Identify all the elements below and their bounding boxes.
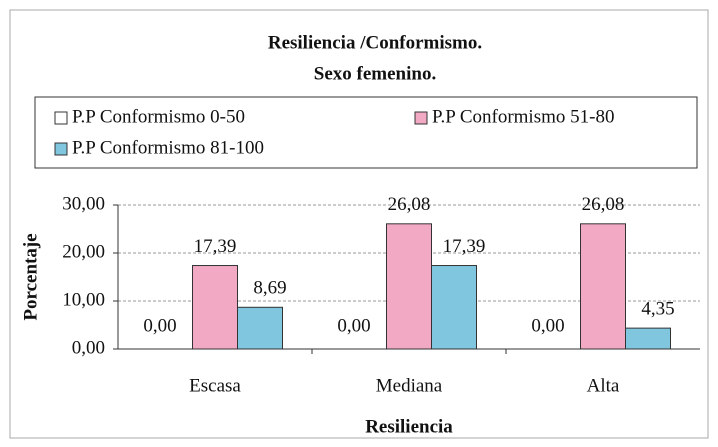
data-label: 0,00 bbox=[143, 315, 176, 336]
data-label: 26,08 bbox=[582, 194, 625, 215]
data-label: 26,08 bbox=[388, 194, 431, 215]
y-tick-label: 30,00 bbox=[62, 193, 105, 214]
bar bbox=[192, 265, 238, 350]
bar bbox=[625, 327, 671, 350]
y-tick-label: 0,00 bbox=[72, 337, 105, 358]
x-axis-label: Resiliencia bbox=[365, 416, 453, 437]
chart-subtitle: Sexo femenino. bbox=[314, 63, 436, 84]
legend-swatch bbox=[54, 111, 68, 125]
data-label: 4,35 bbox=[641, 298, 674, 319]
bar bbox=[237, 306, 283, 350]
data-label: 0,00 bbox=[531, 315, 564, 336]
y-tick-label: 20,00 bbox=[62, 241, 105, 262]
x-tick-label: Mediana bbox=[376, 375, 443, 396]
y-axis-label: Porcentaje bbox=[20, 233, 41, 320]
bar bbox=[431, 265, 477, 350]
data-label: 0,00 bbox=[337, 315, 370, 336]
legend-label: P.P Conformismo 81-100 bbox=[72, 137, 264, 158]
legend-swatch bbox=[414, 111, 428, 125]
bar bbox=[580, 223, 626, 350]
data-label: 17,39 bbox=[443, 236, 486, 257]
bar bbox=[386, 223, 432, 350]
legend-box bbox=[34, 96, 698, 169]
legend-swatch bbox=[54, 142, 68, 156]
chart-title: Resiliencia /Conformismo. bbox=[268, 32, 482, 53]
y-tick-label: 10,00 bbox=[62, 289, 105, 310]
x-tick-label: Alta bbox=[587, 375, 620, 396]
legend-label: P.P Conformismo 51-80 bbox=[432, 106, 614, 127]
data-label: 8,69 bbox=[253, 278, 286, 299]
x-tick-label: Escasa bbox=[189, 375, 241, 396]
legend-label: P.P Conformismo 0-50 bbox=[72, 106, 245, 127]
data-label: 17,39 bbox=[194, 236, 237, 257]
